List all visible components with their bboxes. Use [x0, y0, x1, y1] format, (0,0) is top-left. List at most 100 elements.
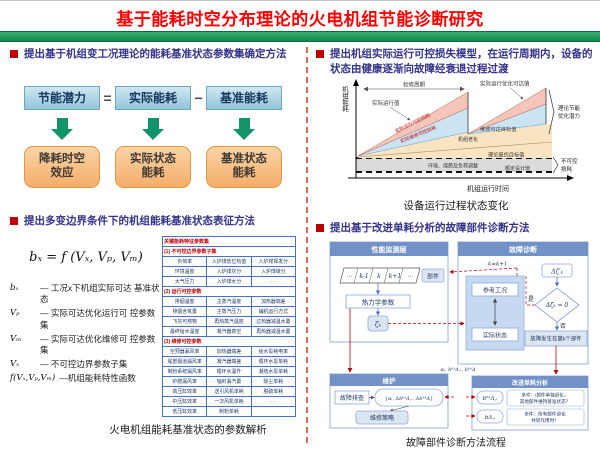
table-cell: 入炉煤低位热值 [206, 256, 252, 268]
maint-target-label: 维修可达目标值 [480, 125, 516, 133]
table-cell: … [250, 276, 297, 288]
table-cell: 尾部烟道漏风率 [161, 356, 208, 368]
svg-text:k-1: k-1 [359, 273, 368, 280]
flow-box-baseline-state: 基准状态能耗 [206, 145, 282, 188]
table-cell: 最终给水温度 [161, 326, 208, 338]
aging-label: 机组老化 [458, 136, 478, 143]
maintenance-header: 维护 [383, 376, 397, 385]
section2-heading: 提出机组实际运行可控损失模型，在运行周期内，设备的状态由健康逐渐向故障经衰退过程… [316, 47, 596, 76]
monitor-panel: 性能监测层 ⋯ k-1 k k+1 ⋯ 部件 热力学参数 [329, 241, 449, 343]
table-row: 负荷率 入炉煤低位热值 入炉煤挥发分 [161, 256, 297, 268]
check-box: 故障排查 [340, 394, 364, 402]
table-cell: 凝结水泵单耗 [250, 366, 297, 378]
section1-heading: 提出基于机组变工况理论的能耗基准状态参数集确定方法 [10, 47, 300, 62]
svg-text:k+1: k+1 [389, 273, 401, 280]
diagnosis-header: 故障诊断 [509, 245, 537, 254]
table-cell: 主蒸汽压力 [206, 306, 252, 318]
table-cell: 排烟含氧量 [161, 306, 208, 318]
uncontrollable-label: 不可控 [561, 157, 578, 165]
table-cell: 空预器漏风率 [161, 346, 208, 358]
diagnosis-panel: 故障诊断 k=k+1 参考工况 实际状态 Δζ′ₖ Δζₖ ≈ 0 是 [449, 241, 589, 365]
table-cell: … [250, 396, 297, 408]
table-cell: 飞灰可燃物 [161, 316, 208, 328]
diagnosis-flowchart-block: 性能监测层 ⋯ k-1 k k+1 ⋯ 部件 热力学参数 [316, 238, 596, 449]
diagnosis-flowchart: 性能监测层 ⋯ k-1 k k+1 ⋯ 部件 热力学参数 [329, 241, 589, 431]
rated-label: 额定设计值 [505, 165, 530, 172]
table-section2-title: (2) 运行可控参数 [162, 286, 296, 298]
table-cell: 入炉煤挥发分 [250, 256, 297, 268]
theory-target-label: 理论最优目标值 [488, 151, 524, 159]
table-row: 大气压力 入炉煤水分 … [161, 276, 297, 288]
flow-box-saving-potential: 节能潜力 [24, 85, 100, 110]
bullet-icon [10, 50, 18, 58]
table-row: 环境温度 入炉煤灰分 入炉煤硫分 [161, 266, 297, 278]
table-row: 低压缸效率 制粉单耗 [161, 406, 297, 418]
table-cell: 辅机运行方式 [250, 306, 297, 318]
table-cell: 低压缸效率 [161, 406, 208, 418]
legend-item: Vₚ — 实际可达优化运行可 控参数集 [10, 308, 162, 330]
analysis-panel: 改进单耗分析 bᴱˢΔ,ᵢ 条件：i部件单独退化， 其他部件维持基准状态？ bΔ… [466, 375, 589, 431]
analysis-symbol-2: bΔ,ᵢ [485, 415, 495, 421]
table-row: 最终给水温度 凝汽器真空 再热器减温水量 [161, 326, 297, 338]
table-cell: 中压缸效率 [161, 396, 208, 408]
table-cell: 制粉系统漏风率 [161, 366, 208, 378]
table-cell: 送引风机单耗 [206, 386, 252, 398]
table-cell: 炉膛漏风率 [161, 376, 208, 388]
analysis-header: 改进单耗分析 [512, 379, 548, 387]
table-cell: 凝汽器端差 [206, 356, 252, 368]
table-title: 关键能耗特征参数集 [162, 236, 296, 248]
legend-symbol: f(Vₓ,Vₚ,Vₘ) [10, 372, 56, 383]
slide-title: 基于能耗时空分布理论的火电机组节能诊断研究 [116, 10, 484, 29]
fault-box: 故障发生在第k个部件 [530, 335, 582, 343]
legend-symbol: Vₓ [10, 358, 20, 369]
table-cell: 大气压力 [161, 276, 208, 288]
table-cell: 再热蒸汽温度 [206, 316, 252, 328]
table-cell: 高压缸效率 [161, 386, 208, 398]
svg-text:损耗: 损耗 [561, 165, 573, 173]
right-column: 提出机组实际运行可控损失模型，在运行周期内，设备的状态由健康逐渐向故障经衰退过程… [316, 47, 596, 449]
baseline-formula: bₓ = f (Vₓ, Vₚ, Vₘ) [29, 250, 143, 266]
strategy-box: 维修策略 [370, 414, 394, 422]
svg-text:优化潜力: 优化潜力 [558, 112, 580, 120]
table-cell: 制粉单耗 [206, 406, 252, 418]
monitor-header: 性能监测层 [372, 245, 407, 254]
bullet-icon [316, 224, 324, 233]
env-label: 环境、煤质及负荷调整 [428, 163, 478, 170]
delta-xi-box: Δζ′ₖ [550, 268, 564, 276]
table-cell: 除尘单耗 [250, 376, 297, 388]
table-cell: 负荷率 [161, 256, 208, 268]
legend-item: Vₘ — 实际可达优化维修可 控参数集 [10, 334, 162, 356]
legend-text: — 实际可达优化运行可 控参数集 [40, 308, 156, 330]
component-label: 部件 [427, 273, 439, 281]
table-cell: 主蒸汽温度 [206, 296, 252, 308]
degradation-chart-block: 机组能耗 机组运行时间 检修周期 实际运行优化可达值 实际运行值 实际运行可控损… [316, 78, 596, 213]
table-section1-title: (1) 不可控边界参数子集 [162, 246, 296, 258]
table-row: 飞灰可燃物 再热蒸汽温度 过热器减温水量 [161, 316, 297, 328]
analysis-symbol-1: bᴱˢΔ,ᵢ [483, 395, 498, 402]
maintenance-panel: 维护 故障排查 {αᵢ, ΔbᴱˢΔ,ᵢ, ΔbᴱˢΔ} 维修策略 [329, 373, 454, 429]
title-underline-bar [0, 31, 600, 42]
flow-box-spacetime-effect: 降耗时空效应 [24, 145, 100, 188]
left-column: 提出基于机组变工况理论的能耗基准状态参数集确定方法 节能潜力 = 实际能耗 − … [10, 47, 300, 437]
table-cell: 循环水泵单耗 [250, 356, 297, 368]
reference-box: 参考工况 [483, 287, 507, 295]
svg-text:共同作用时？: 共同作用时？ [531, 417, 559, 424]
table-cell: 循环水温升 [206, 366, 252, 378]
down-arrow-icon [206, 110, 282, 146]
actual-value-label: 实际运行值 [372, 99, 400, 107]
xi-symbol: ζₖ [375, 321, 382, 329]
result-set: {αᵢ, ΔbᴱˢΔ,ᵢ, ΔbᴱˢΔ} [385, 396, 434, 402]
svg-text:⋯: ⋯ [407, 273, 413, 280]
table-cell: 凝汽器真空 [206, 326, 252, 338]
table-row: 中压缸效率 一次风机单耗 … [161, 396, 297, 408]
formula-block: bₓ = f (Vₓ, Vₚ, Vₘ) bₓ — 工况x下机组实际可达 基准状态… [10, 234, 162, 417]
table-cell: 再热器减温水量 [250, 326, 297, 338]
table-section3-title: (3) 维修可控参数 [162, 336, 296, 348]
section3: 提出多变边界条件下的机组能耗基准状态表征方法 bₓ = f (Vₓ, Vₚ, V… [10, 214, 300, 438]
legend-item: bₓ — 工况x下机组实际可达 基准状态 [10, 283, 162, 305]
section3-heading: 提出多变边界条件下的机组能耗基准状态表征方法 [10, 214, 300, 229]
x-axis-label: 机组运行时间 [467, 184, 509, 193]
table-cell: 环境温度 [161, 266, 208, 278]
flow-box-actual-state: 实际状态能耗 [115, 145, 191, 188]
